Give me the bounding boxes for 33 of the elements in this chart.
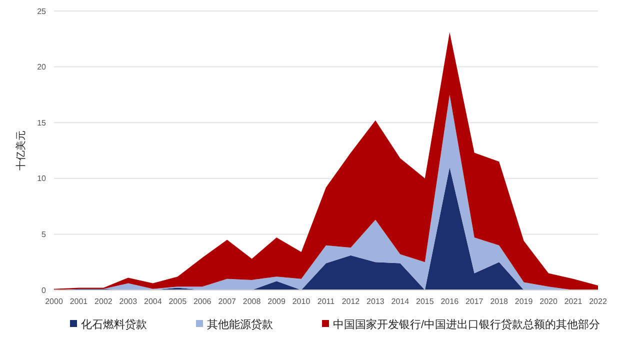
x-tick-label: 2001 [70,297,88,306]
x-tick-label: 2022 [589,297,608,306]
x-tick-label: 2018 [490,297,509,306]
x-tick-label: 2007 [218,297,237,306]
legend-label: 中国国家开发银行/中国进出口银行贷款总额的其他部分 [333,318,600,331]
x-tick-label: 2012 [342,297,360,306]
y-tick-label: 25 [37,6,47,16]
x-tick-label: 2014 [391,297,410,306]
x-tick-label: 2002 [94,297,113,306]
x-tick-label: 2021 [564,297,583,306]
y-tick-label: 10 [37,174,47,184]
x-tick-label: 2000 [45,297,64,306]
y-tick-label: 15 [37,118,47,128]
y-tick-label: 5 [42,230,47,239]
y-tick-label: 0 [42,286,47,295]
x-tick-label: 2016 [440,297,460,306]
x-tick-label: 2015 [416,297,434,306]
x-tick-label: 2011 [317,297,336,306]
x-tick-label: 2005 [168,297,188,306]
x-tick-label: 2003 [119,297,138,306]
x-tick-label: 2006 [193,297,212,306]
x-tick-label: 2010 [292,297,311,306]
legend-label: 其他能源贷款 [207,318,273,331]
x-tick-label: 2009 [268,297,286,306]
x-tick-label: 2017 [465,297,484,306]
y-axis-title: 十亿美元 [15,130,27,170]
x-tick-label: 2008 [242,297,262,306]
y-tick-label: 20 [37,62,47,72]
x-tick-label: 2013 [366,297,385,306]
x-tick-label: 2004 [144,297,162,306]
x-tick-label: 2020 [540,297,558,306]
legend-label: 化石燃料贷款 [81,318,147,331]
x-tick-label: 2019 [514,297,534,306]
